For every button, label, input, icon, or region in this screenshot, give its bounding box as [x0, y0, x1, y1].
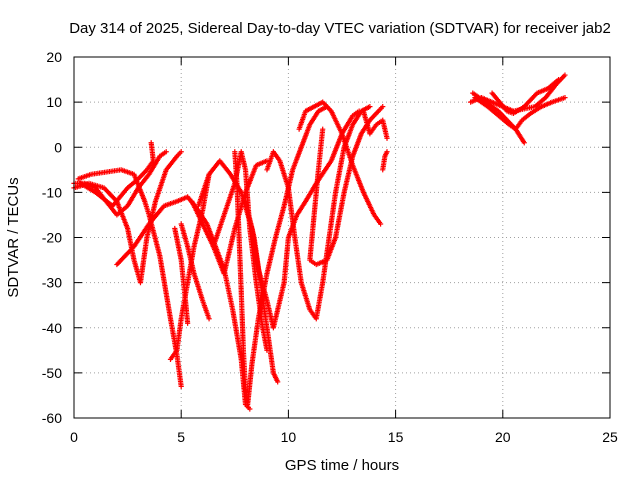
- x-tick-label: 10: [281, 429, 297, 445]
- data-point: [562, 95, 568, 101]
- data-point: [163, 149, 169, 155]
- series-track-13: [210, 149, 270, 353]
- series-track-11: [232, 104, 330, 408]
- series-track-3: [71, 149, 184, 286]
- data-point: [377, 221, 384, 227]
- data-point: [264, 158, 270, 164]
- x-tick-label: 20: [495, 429, 511, 445]
- series-track-14: [264, 104, 373, 322]
- data-point: [380, 104, 386, 110]
- data-point: [521, 140, 527, 146]
- series-track-18: [380, 149, 390, 173]
- y-tick-label: -60: [42, 410, 62, 426]
- series-track-21: [472, 95, 568, 132]
- y-tick-label: -40: [42, 320, 62, 336]
- data-points: [71, 72, 568, 412]
- y-tick-label: 10: [46, 94, 62, 110]
- x-tick-label: 25: [602, 429, 618, 445]
- series-track-17: [360, 108, 390, 141]
- series-track-8: [172, 225, 191, 326]
- data-point: [178, 383, 184, 390]
- data-point: [185, 320, 191, 326]
- x-tick-label: 15: [388, 429, 404, 445]
- y-tick-label: 0: [54, 139, 62, 155]
- y-tick-label: -50: [42, 365, 62, 381]
- y-tick-label: -30: [42, 275, 62, 291]
- data-point: [384, 135, 390, 141]
- y-tick-label: 20: [46, 49, 62, 65]
- data-point: [275, 379, 281, 385]
- series-track-22: [489, 76, 562, 117]
- x-axis-title: GPS time / hours: [285, 457, 399, 474]
- data-point: [178, 149, 184, 155]
- series-track-4: [77, 140, 156, 209]
- data-point: [384, 149, 390, 155]
- data-point: [555, 76, 562, 83]
- data-point: [247, 406, 253, 412]
- x-tick-label: 5: [177, 429, 185, 445]
- y-axis-title: SDTVAR / TECUs: [5, 177, 22, 297]
- y-tick-label: -10: [42, 184, 62, 200]
- y-tick-label: -20: [42, 230, 62, 246]
- x-tick-label: 0: [70, 429, 78, 445]
- data-point: [206, 316, 212, 322]
- data-point: [264, 347, 270, 353]
- axis-ticks: 0 5 10 15 20 25 -60 -50 -40 -30 -20 -10 0 10 20: [42, 49, 618, 445]
- data-point: [562, 72, 568, 78]
- data-point: [148, 140, 154, 146]
- data-point: [367, 104, 373, 110]
- chart-title: Day 314 of 2025, Sidereal Day-to-day VTE…: [69, 20, 611, 37]
